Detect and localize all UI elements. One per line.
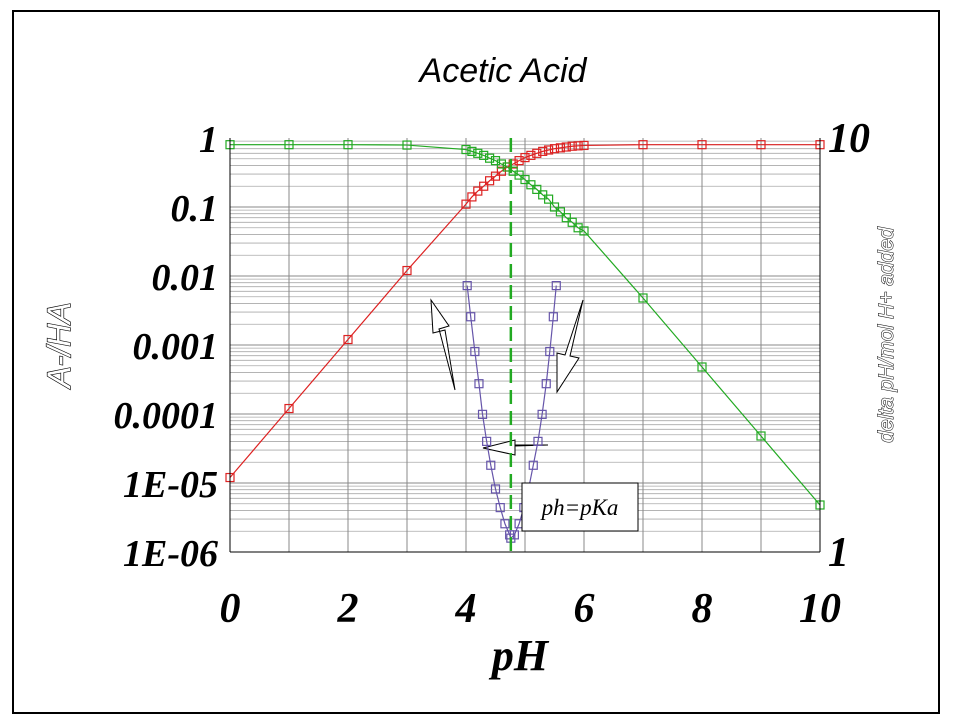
- data-point: [461, 144, 471, 155]
- data-point: [343, 140, 353, 150]
- data-point: [638, 140, 648, 150]
- data-point: [579, 226, 589, 236]
- data-point: [543, 194, 554, 204]
- y-tick-label: 0.1: [171, 188, 219, 230]
- data-point: [561, 213, 571, 223]
- data-point: [485, 153, 495, 163]
- data-point: [549, 202, 560, 212]
- data-point: [532, 148, 542, 158]
- data-point: [473, 148, 483, 158]
- data-point: [555, 207, 566, 217]
- y-axis-label: A-/HA: [41, 302, 77, 389]
- x-tick-label: 0: [220, 586, 241, 632]
- data-point: [567, 217, 577, 227]
- data-point: [520, 152, 530, 163]
- data-point: [551, 281, 561, 291]
- data-point: [514, 156, 524, 166]
- data-point: [533, 436, 543, 446]
- data-point: [579, 140, 589, 151]
- pka-box: [521, 482, 639, 532]
- data-point: [555, 143, 566, 153]
- data-point: [479, 181, 489, 191]
- data-point: [509, 530, 519, 540]
- data-point: [495, 503, 505, 513]
- data-point: [485, 176, 495, 186]
- x-tick-label: 6: [574, 586, 595, 632]
- data-point: [545, 346, 555, 357]
- x-tick-label: 8: [692, 586, 713, 632]
- data-point: [508, 159, 518, 169]
- chart-title: Acetic Acid: [418, 52, 588, 90]
- data-point: [467, 146, 477, 156]
- x-tick-label: 2: [337, 586, 359, 632]
- y2-tick-label: 10: [828, 116, 870, 162]
- data-point: [470, 346, 480, 357]
- data-point: [490, 156, 501, 166]
- data-point: [462, 281, 472, 291]
- pka-annotation: ph=pKa: [521, 482, 639, 532]
- y-tick-label: 0.0001: [114, 395, 219, 437]
- data-point: [573, 223, 583, 233]
- arrow-left-icon: [482, 439, 549, 456]
- y2-axis-label: delta pH/mol H+ added: [875, 226, 898, 443]
- data-point: [496, 159, 506, 169]
- arrow-down-icon: [556, 299, 584, 394]
- data-point: [467, 192, 477, 202]
- data-point: [461, 199, 471, 209]
- data-point: [477, 409, 488, 419]
- series-1: [225, 140, 825, 483]
- data-point: [541, 379, 551, 389]
- y-tick-label: 1E-05: [123, 464, 218, 506]
- data-point: [561, 142, 571, 152]
- data-point: [486, 460, 496, 470]
- data-point: [526, 150, 536, 160]
- data-point: [490, 484, 501, 494]
- data-point: [284, 140, 294, 150]
- arrow-up-icon: [430, 298, 456, 391]
- data-point: [548, 312, 558, 322]
- x-tick-label: 4: [455, 586, 477, 632]
- data-point: [697, 362, 707, 372]
- data-point: [549, 144, 560, 154]
- data-point: [479, 150, 489, 160]
- data-point: [573, 141, 583, 151]
- x-tick-label: 10: [799, 586, 841, 632]
- data-point: [538, 146, 548, 156]
- y2-tick-label: 1: [828, 530, 849, 576]
- data-point: [402, 265, 412, 276]
- pka-label: ph=pKa: [540, 495, 619, 520]
- data-point: [402, 140, 412, 150]
- data-point: [532, 184, 542, 194]
- data-point: [482, 436, 492, 446]
- data-point: [697, 140, 707, 150]
- chart-frame: [12, 10, 940, 714]
- data-point: [567, 141, 577, 151]
- series-2: [225, 140, 825, 510]
- data-point: [756, 140, 766, 150]
- data-point: [466, 312, 476, 322]
- data-point: [756, 431, 766, 441]
- y-tick-label: 1: [199, 119, 218, 161]
- x-axis-label: pH: [488, 631, 550, 680]
- data-point: [343, 334, 353, 345]
- data-point: [474, 379, 484, 389]
- axes: 0 2 4 6 8 10 1 0.1 0.01 0.001 0.0001 1E-05 1E-06 10 1: [114, 116, 871, 632]
- y-tick-label: 0.001: [133, 326, 219, 368]
- direction-arrows: [430, 298, 584, 456]
- data-point: [526, 180, 536, 190]
- data-point: [500, 519, 510, 529]
- y-tick-label: 0.01: [152, 257, 219, 299]
- y-tick-label: 1E-06: [123, 533, 218, 575]
- data-point: [490, 171, 501, 181]
- data-point: [638, 293, 648, 303]
- series-layer: [225, 140, 825, 543]
- data-point: [537, 409, 547, 419]
- data-point: [543, 145, 554, 155]
- data-point: [528, 460, 538, 470]
- data-point: [284, 403, 294, 414]
- data-point: [520, 174, 530, 185]
- data-point: [473, 186, 483, 196]
